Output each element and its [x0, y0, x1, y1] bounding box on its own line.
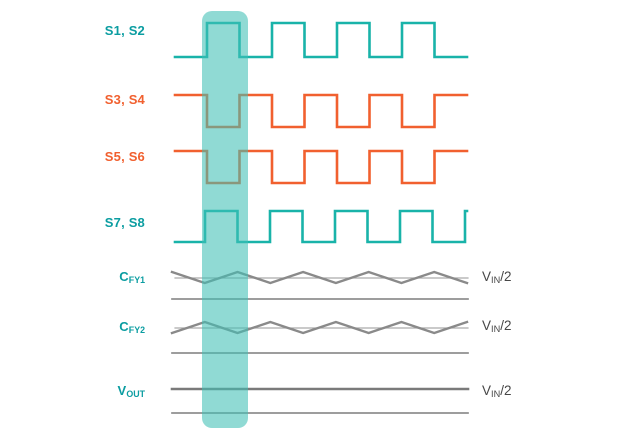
signal-label-s7-s8: S7, S8 [30, 214, 145, 233]
signal-label-cfy1: CFY1 [30, 268, 145, 287]
label-text: V [482, 383, 492, 398]
label-text: V [482, 318, 492, 333]
label-text: C [119, 269, 129, 284]
signal-label-vout: VOUT [30, 382, 145, 401]
label-suffix: /2 [500, 318, 512, 333]
label-text: S5, S6 [104, 149, 145, 164]
s7-s8-wave [173, 209, 469, 244]
s5-s6-wave [173, 149, 469, 185]
label-text: C [119, 319, 129, 334]
label-text: V [117, 383, 127, 398]
level-label-vin2-vout: VIN/2 [482, 382, 511, 401]
s1-s2-wave [173, 21, 469, 59]
signal-label-s5-s6: S5, S6 [30, 148, 145, 167]
label-suffix: /2 [500, 269, 512, 284]
label-subscript: IN [491, 275, 501, 286]
label-subscript: FY2 [128, 325, 145, 336]
label-subscript: IN [491, 389, 501, 400]
level-label-vin2-cfy2: VIN/2 [482, 317, 511, 336]
signal-label-s1-s2: S1, S2 [30, 22, 145, 41]
level-label-vin2-cfy1: VIN/2 [482, 268, 511, 287]
label-text: V [482, 269, 492, 284]
label-subscript: OUT [126, 389, 145, 400]
signal-label-cfy2: CFY2 [30, 318, 145, 337]
signal-label-s3-s4: S3, S4 [30, 91, 145, 110]
label-text: S3, S4 [104, 92, 145, 107]
label-subscript: IN [491, 324, 501, 335]
label-text: S1, S2 [104, 23, 145, 38]
label-subscript: FY1 [128, 275, 145, 286]
label-suffix: /2 [500, 383, 512, 398]
label-text: S7, S8 [104, 215, 145, 230]
s3-s4-wave [173, 93, 469, 129]
